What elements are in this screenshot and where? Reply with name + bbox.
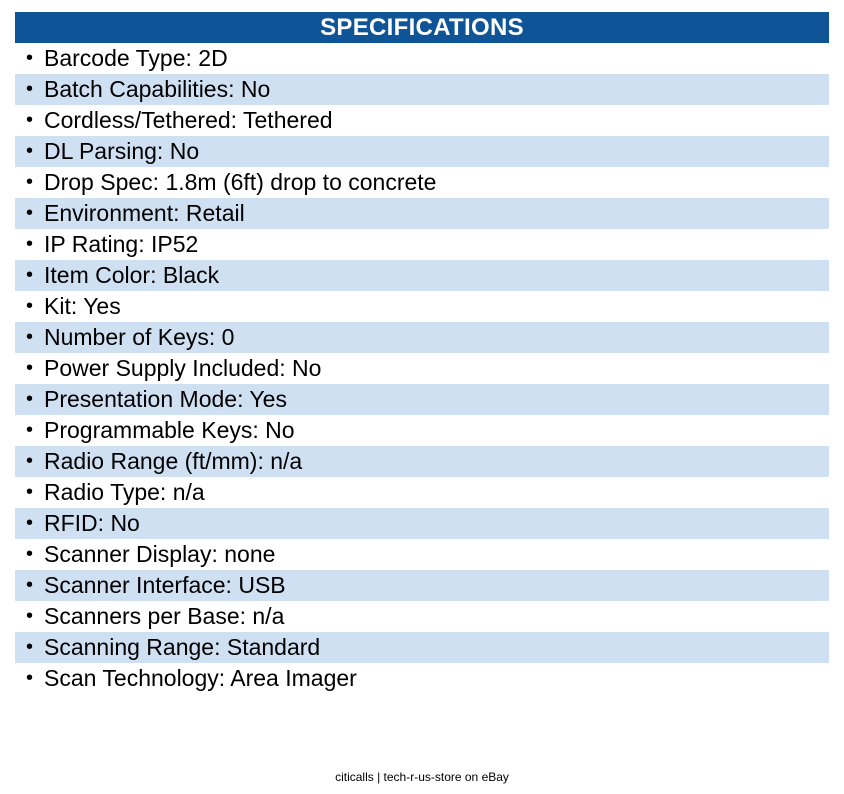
spec-text: Scanning Range: Standard (44, 634, 321, 660)
bullet-icon: • (25, 605, 33, 627)
footer-credit: citicalls | tech-r-us-store on eBay (335, 770, 509, 784)
spec-text: Scan Technology: Area Imager (44, 665, 357, 691)
spec-row: • Scanning Range: Standard (15, 632, 829, 663)
spec-row: • Scanners per Base: n/a (15, 601, 829, 632)
spec-text: Scanner Interface: USB (44, 572, 286, 598)
spec-text: DL Parsing: No (44, 138, 200, 164)
bullet-icon: • (25, 450, 33, 472)
bullet-icon: • (25, 574, 33, 596)
spec-text: IP Rating: IP52 (44, 231, 199, 257)
bullet-icon: • (25, 419, 33, 441)
spec-text: Drop Spec: 1.8m (6ft) drop to concrete (44, 169, 437, 195)
bullet-icon: • (25, 109, 33, 131)
specifications-panel: SPECIFICATIONS • Barcode Type: 2D • Batch … (15, 12, 829, 694)
spec-text: Batch Capabilities: No (44, 76, 271, 102)
spec-text: Presentation Mode: Yes (44, 386, 287, 412)
bullet-icon: • (25, 481, 33, 503)
bullet-icon: • (25, 140, 33, 162)
bullet-icon: • (25, 667, 33, 689)
spec-row: • Barcode Type: 2D (15, 43, 829, 74)
spec-row: • Number of Keys: 0 (15, 322, 829, 353)
bullet-icon: • (25, 171, 33, 193)
bullet-icon: • (25, 357, 33, 379)
spec-text: Power Supply Included: No (44, 355, 322, 381)
bullet-icon: • (25, 264, 33, 286)
spec-row: • RFID: No (15, 508, 829, 539)
bullet-icon: • (25, 78, 33, 100)
spec-row: • Drop Spec: 1.8m (6ft) drop to concrete (15, 167, 829, 198)
specifications-list: • Barcode Type: 2D • Batch Capabilities: N… (15, 43, 829, 694)
bullet-icon: • (25, 636, 33, 658)
bullet-icon: • (25, 543, 33, 565)
bullet-icon: • (25, 326, 33, 348)
spec-row: • Presentation Mode: Yes (15, 384, 829, 415)
spec-row: • Power Supply Included: No (15, 353, 829, 384)
bullet-icon: • (25, 388, 33, 410)
spec-row: • Kit: Yes (15, 291, 829, 322)
spec-text: Barcode Type: 2D (44, 45, 228, 71)
spec-row: • Radio Range (ft/mm): n/a (15, 446, 829, 477)
specifications-header: SPECIFICATIONS (15, 12, 829, 43)
spec-text: Scanner Display: none (44, 541, 276, 567)
spec-row: • Cordless/Tethered: Tethered (15, 105, 829, 136)
spec-text: Cordless/Tethered: Tethered (44, 107, 333, 133)
spec-row: • Scanner Display: none (15, 539, 829, 570)
spec-text: Programmable Keys: No (44, 417, 295, 443)
bullet-icon: • (25, 295, 33, 317)
spec-row: • Programmable Keys: No (15, 415, 829, 446)
spec-row: • Scanner Interface: USB (15, 570, 829, 601)
spec-text: Environment: Retail (44, 200, 245, 226)
bullet-icon: • (25, 47, 33, 69)
spec-row: • DL Parsing: No (15, 136, 829, 167)
spec-text: Radio Range (ft/mm): n/a (44, 448, 303, 474)
spec-row: • Item Color: Black (15, 260, 829, 291)
spec-text: Kit: Yes (44, 293, 121, 319)
bullet-icon: • (25, 512, 33, 534)
spec-row: • Batch Capabilities: No (15, 74, 829, 105)
spec-row: • Scan Technology: Area Imager (15, 663, 829, 694)
spec-text: Scanners per Base: n/a (44, 603, 285, 629)
bullet-icon: • (25, 202, 33, 224)
spec-row: • Radio Type: n/a (15, 477, 829, 508)
spec-row: • Environment: Retail (15, 198, 829, 229)
spec-text: RFID: No (44, 510, 140, 536)
spec-text: Radio Type: n/a (44, 479, 205, 505)
spec-text: Number of Keys: 0 (44, 324, 235, 350)
bullet-icon: • (25, 233, 33, 255)
spec-text: Item Color: Black (44, 262, 220, 288)
spec-row: • IP Rating: IP52 (15, 229, 829, 260)
